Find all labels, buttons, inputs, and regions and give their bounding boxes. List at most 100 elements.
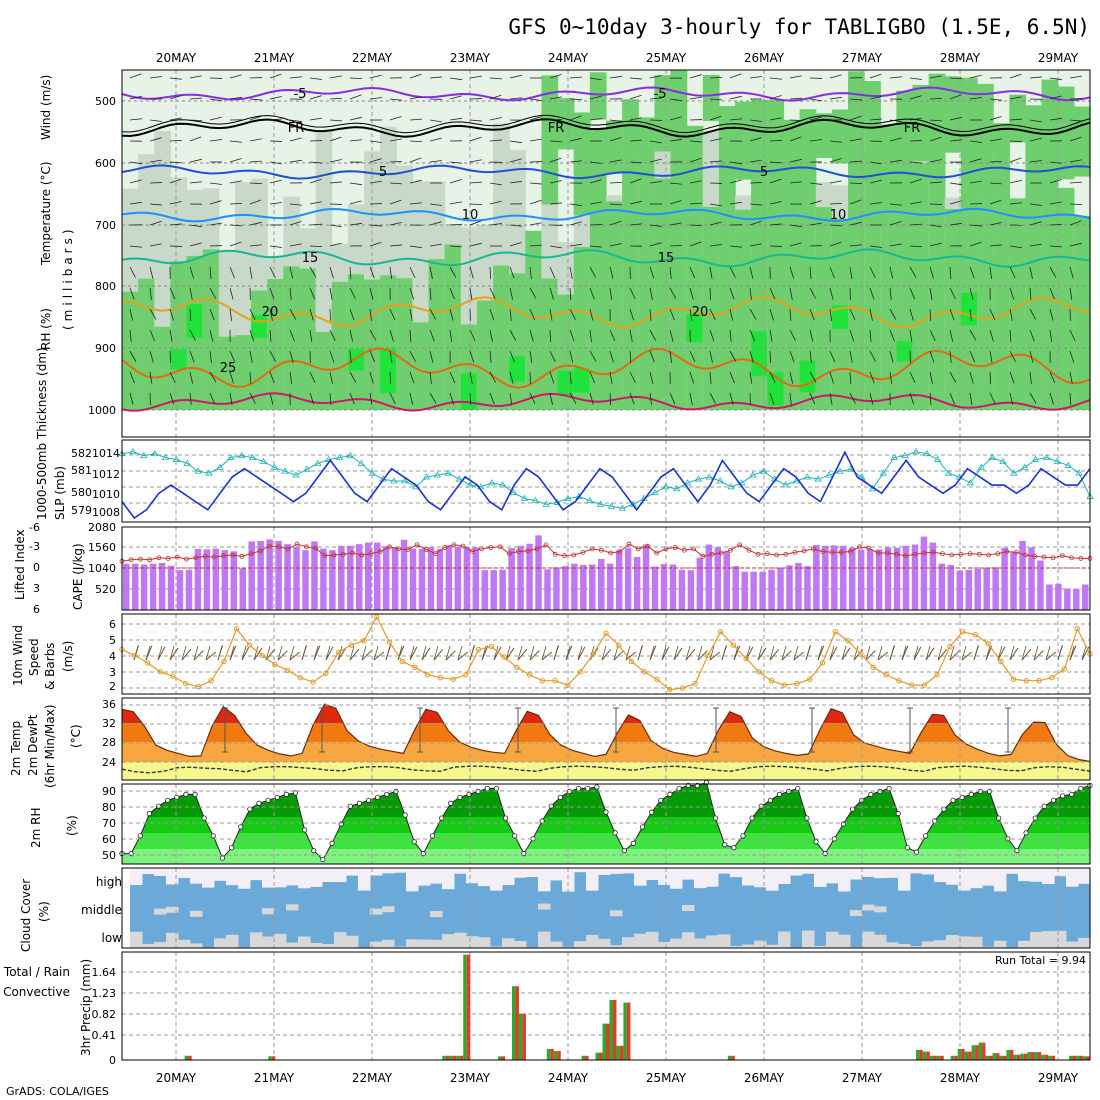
cloud-high-cell	[646, 868, 659, 881]
rh-point	[722, 842, 728, 848]
precip-total-bar	[456, 1055, 460, 1060]
wind-barb	[369, 350, 376, 363]
rh-area	[848, 71, 865, 198]
cape-bar	[857, 549, 865, 610]
wind-barb	[789, 97, 802, 100]
wind-barb	[729, 266, 736, 278]
thickness-point	[422, 473, 431, 480]
cloud-low-cell	[1054, 930, 1067, 948]
thickness-point	[781, 481, 790, 488]
wind-barb	[709, 98, 722, 101]
cape-bar	[167, 565, 175, 610]
wind-barb	[249, 392, 256, 404]
wind-barb	[529, 350, 533, 363]
precip-total-bar	[985, 1055, 990, 1060]
cape-bar	[607, 563, 614, 610]
wind-barb	[749, 119, 762, 122]
wind-barb	[169, 287, 176, 300]
wind-speed-point	[934, 672, 940, 678]
wind-barb	[549, 308, 553, 321]
thickness-point	[401, 477, 409, 484]
wind-barb	[189, 392, 192, 405]
thickness-point	[607, 502, 616, 509]
wind-speed-point	[246, 642, 253, 648]
rh-point	[868, 791, 874, 797]
wind-barb	[1009, 73, 1022, 79]
date-label: 22MAY	[352, 1071, 393, 1085]
wind-barb	[1049, 329, 1053, 342]
precip-total-bar	[1013, 1054, 1017, 1060]
wind-barb	[929, 371, 933, 384]
wind-barb	[669, 350, 673, 363]
cape-bar	[293, 546, 300, 610]
cloud-low-cell	[646, 931, 659, 948]
thickness-point	[672, 485, 681, 492]
wind-barb	[457, 645, 463, 661]
wind-barb	[589, 201, 602, 205]
wind-speed-point	[845, 637, 851, 644]
cloud-high-cell	[394, 868, 407, 873]
wind-barb	[129, 350, 137, 362]
wind-barb	[689, 371, 695, 384]
wind-barb	[349, 200, 362, 205]
li-point	[221, 553, 226, 559]
wind-barb	[149, 203, 162, 206]
wind-barb	[129, 329, 132, 342]
wind-barb	[1049, 179, 1062, 184]
wind-barb	[329, 159, 342, 163]
thickness-point	[216, 463, 224, 470]
wind-barb	[749, 159, 762, 163]
wind-barb	[929, 136, 942, 142]
wind-barb	[389, 138, 402, 142]
precip-total-bar	[518, 1013, 523, 1060]
wind-barb	[989, 350, 993, 363]
panel-frame	[121, 867, 1091, 949]
wind-barb	[209, 371, 217, 383]
cape-bar	[732, 566, 739, 610]
wind-barb	[433, 648, 444, 661]
cape-bar	[884, 547, 892, 610]
wind-barb	[325, 646, 334, 661]
wind-barb	[489, 117, 502, 121]
wind-barb	[277, 645, 283, 661]
cape-bar	[194, 548, 202, 610]
wind-barb	[509, 266, 515, 279]
cloud-low-cell	[346, 935, 359, 948]
wind-barb	[389, 199, 402, 205]
wind-barb	[449, 179, 462, 184]
rh-area	[525, 230, 543, 410]
wind-barb	[569, 160, 582, 163]
wind-label: Wind (m/s)	[39, 75, 53, 140]
li-point	[442, 545, 448, 550]
date-label: 24MAY	[548, 1071, 589, 1085]
wind-barb	[869, 308, 873, 321]
li-point	[635, 546, 641, 552]
wind-barb	[157, 646, 166, 661]
wind-barb	[469, 287, 473, 300]
li-point	[838, 549, 844, 555]
thickness-point	[270, 463, 278, 470]
wind-barb	[929, 242, 942, 247]
wind-barb	[549, 180, 562, 184]
wind-barb	[229, 241, 242, 247]
cloud-low-cell	[1078, 937, 1091, 948]
li-tick-label: 3	[33, 582, 40, 595]
li-point	[1078, 556, 1084, 561]
isotherm-label: 25	[220, 361, 237, 376]
wind-speed-point	[641, 669, 647, 675]
cloud-high-cell	[610, 868, 623, 874]
date-label: 25MAY	[646, 1071, 687, 1085]
wind-barb	[329, 329, 336, 341]
wind-barb	[549, 350, 556, 362]
thickness-point	[281, 467, 289, 474]
li-point	[414, 542, 420, 548]
precip-convective-bar	[445, 1055, 450, 1060]
cloud-high-cell	[586, 868, 599, 891]
wind-barb	[229, 202, 243, 205]
wind-barb	[781, 645, 787, 661]
rh-point	[137, 833, 143, 839]
cloud-low-cell	[814, 945, 827, 948]
wind-barb	[329, 242, 342, 247]
wind-barb	[689, 74, 702, 79]
cape-bar	[938, 563, 946, 610]
